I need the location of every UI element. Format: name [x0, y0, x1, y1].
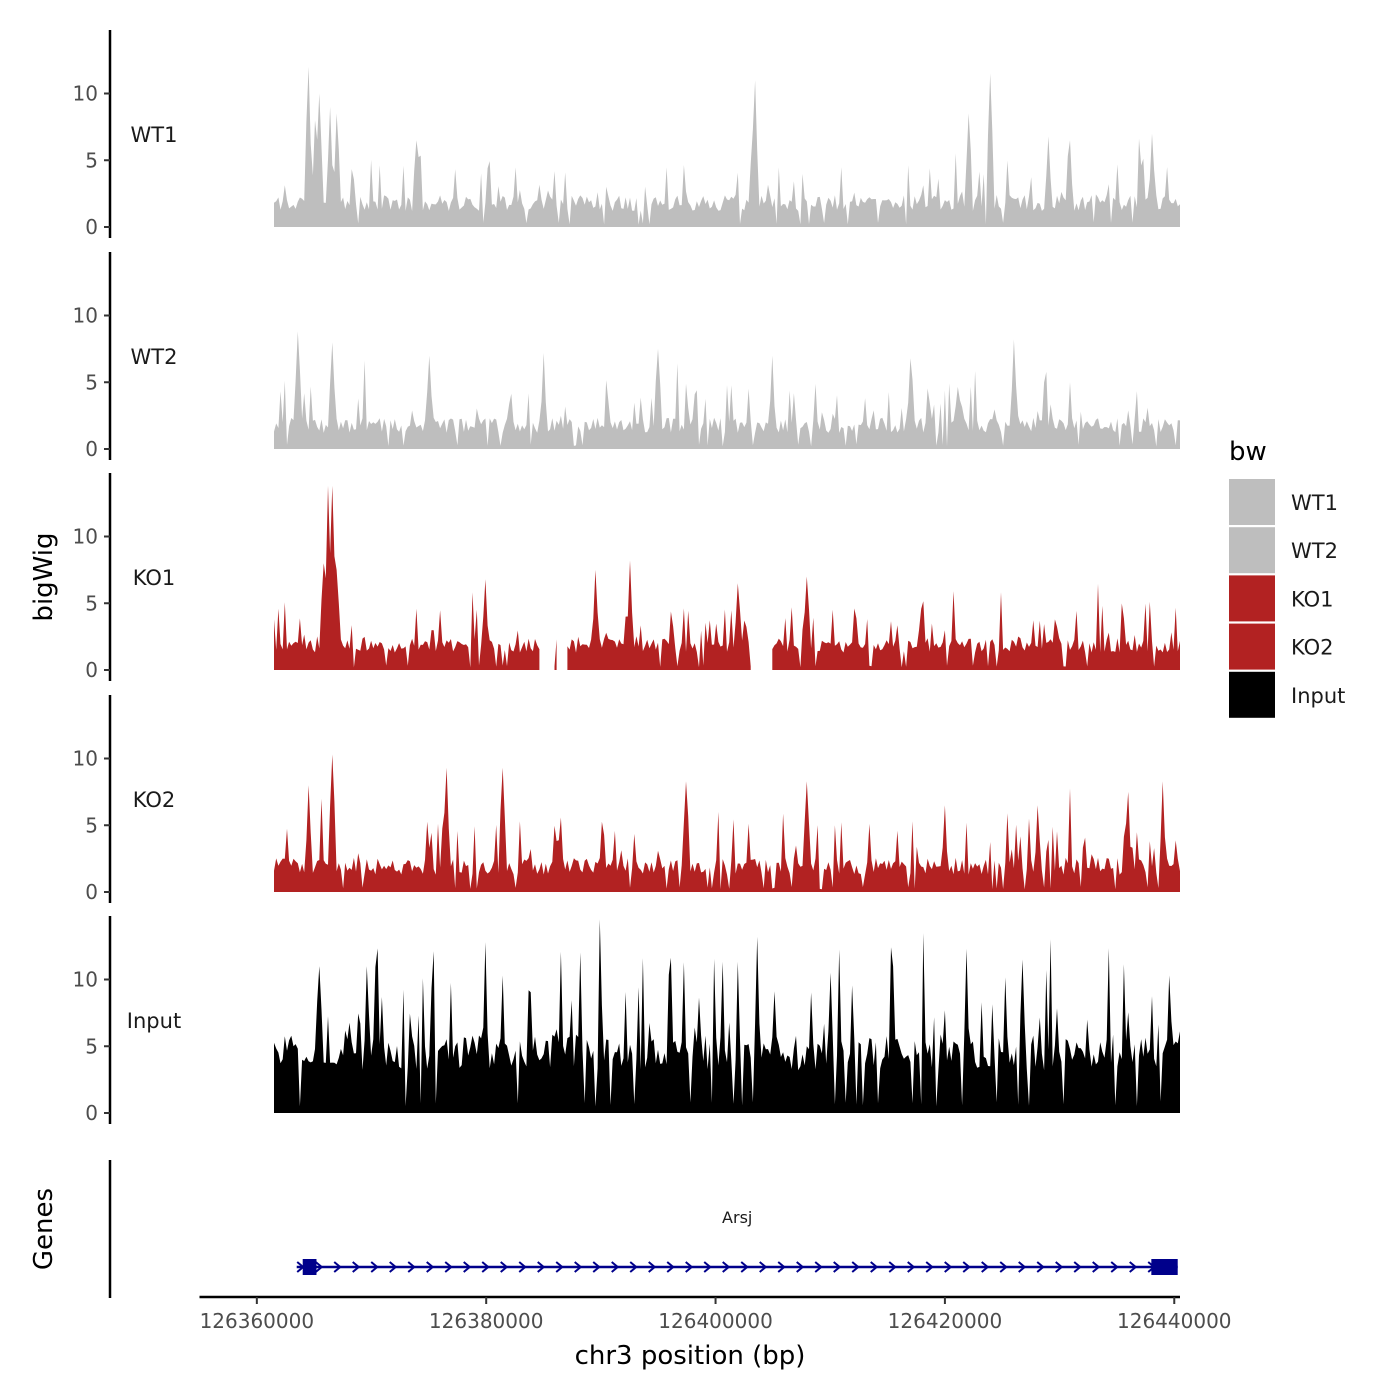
legend-label-input: Input [1291, 684, 1345, 708]
track-label-ko2: KO2 [133, 788, 176, 812]
strand-chevron [500, 1261, 509, 1273]
strand-chevron [833, 1261, 842, 1273]
track-label-ko1: KO1 [133, 566, 176, 590]
strand-chevron [370, 1261, 379, 1273]
y-tick-label-wt1-10: 10 [73, 82, 98, 106]
strand-chevron [925, 1261, 934, 1273]
legend-swatch-wt2 [1229, 527, 1275, 574]
strand-chevron [481, 1261, 490, 1273]
coverage-area-ko1-0 [274, 485, 540, 670]
strand-chevron [981, 1261, 990, 1273]
legend-swatch-ko1 [1229, 575, 1275, 622]
y-tick-label-wt2-10: 10 [73, 304, 98, 328]
legend-label-wt2: WT2 [1291, 539, 1338, 563]
strand-chevron [537, 1261, 546, 1273]
track-label-wt2: WT2 [131, 345, 178, 369]
strand-chevron [666, 1261, 675, 1273]
x-tick-label-126440000: 126440000 [1117, 1309, 1232, 1333]
strand-chevron [999, 1261, 1008, 1273]
strand-chevron [1110, 1261, 1119, 1273]
y-tick-label-input-0: 0 [85, 1101, 98, 1125]
strand-chevron [574, 1261, 583, 1273]
strand-chevron [777, 1261, 786, 1273]
strand-chevron [796, 1261, 805, 1273]
coverage-area-ko1-3 [772, 576, 1180, 670]
legend-swatch-wt1 [1229, 479, 1275, 525]
strand-chevron [352, 1261, 361, 1273]
coverage-area-ko1-1 [554, 639, 557, 670]
y-tick-label-ko1-5: 5 [85, 591, 98, 615]
strand-chevron [611, 1261, 620, 1273]
strand-chevron [1129, 1261, 1138, 1273]
legend-label-ko1: KO1 [1291, 587, 1334, 611]
strand-chevron [407, 1261, 416, 1273]
strand-chevron [722, 1261, 731, 1273]
strand-chevron [648, 1261, 657, 1273]
y-tick-label-wt2-5: 5 [85, 370, 98, 394]
strand-chevron [703, 1261, 712, 1273]
x-axis-title: chr3 position (bp) [575, 1341, 806, 1371]
y-tick-label-ko1-0: 0 [85, 658, 98, 682]
legend-swatch-ko2 [1229, 623, 1275, 670]
strand-chevron [629, 1261, 638, 1273]
strand-chevron [518, 1261, 527, 1273]
strand-chevron [463, 1261, 472, 1273]
y-tick-label-wt2-0: 0 [85, 437, 98, 461]
gene-label-arsj: Arsj [722, 1208, 752, 1227]
strand-chevron [851, 1261, 860, 1273]
strand-chevron [315, 1261, 324, 1273]
y-tick-label-ko2-0: 0 [85, 880, 98, 904]
strand-chevron [333, 1261, 342, 1273]
y-tick-label-input-10: 10 [73, 968, 98, 992]
strand-chevron [1055, 1261, 1064, 1273]
strand-chevron [444, 1261, 453, 1273]
strand-chevron [814, 1261, 823, 1273]
strand-chevron [962, 1261, 971, 1273]
coverage-area-wt2 [274, 331, 1180, 449]
strand-chevron [685, 1261, 694, 1273]
strand-chevron [944, 1261, 953, 1273]
legend-label-ko2: KO2 [1291, 636, 1334, 660]
strand-chevron [1092, 1261, 1101, 1273]
strand-chevron [555, 1261, 564, 1273]
coverage-area-input [274, 919, 1180, 1113]
genes-axis-title: Genes [29, 1188, 59, 1270]
strand-chevron [389, 1261, 398, 1273]
x-tick-label-126420000: 126420000 [888, 1309, 1003, 1333]
strand-chevron [1073, 1261, 1082, 1273]
y-tick-label-wt1-5: 5 [85, 148, 98, 172]
y-tick-label-input-5: 5 [85, 1034, 98, 1058]
y-tick-label-ko2-5: 5 [85, 813, 98, 837]
strand-chevron [907, 1261, 916, 1273]
legend-swatch-input [1229, 671, 1275, 718]
coverage-area-ko2 [274, 754, 1180, 892]
strand-chevron [759, 1261, 768, 1273]
strand-chevron [740, 1261, 749, 1273]
coverage-area-wt1 [274, 66, 1180, 227]
x-tick-label-126400000: 126400000 [658, 1309, 773, 1333]
legend-label-wt1: WT1 [1291, 491, 1338, 515]
strand-chevron [888, 1261, 897, 1273]
y-axis-title: bigWig [29, 532, 59, 621]
legend-title: bw [1229, 437, 1267, 467]
track-label-input: Input [127, 1009, 181, 1033]
x-tick-label-126380000: 126380000 [429, 1309, 544, 1333]
track-label-wt1: WT1 [131, 123, 178, 147]
strand-chevron [592, 1261, 601, 1273]
y-tick-label-ko2-10: 10 [73, 747, 98, 771]
strand-chevron [1036, 1261, 1045, 1273]
y-tick-label-wt1-0: 0 [85, 215, 98, 239]
strand-chevron [426, 1261, 435, 1273]
x-tick-label-126360000: 126360000 [200, 1309, 315, 1333]
y-tick-label-ko1-10: 10 [73, 525, 98, 549]
strand-chevron [870, 1261, 879, 1273]
exon-arsj-2 [1151, 1259, 1178, 1275]
exon-arsj-1 [302, 1259, 317, 1275]
coverage-area-ko1-2 [567, 560, 751, 670]
strand-chevron [1018, 1261, 1027, 1273]
